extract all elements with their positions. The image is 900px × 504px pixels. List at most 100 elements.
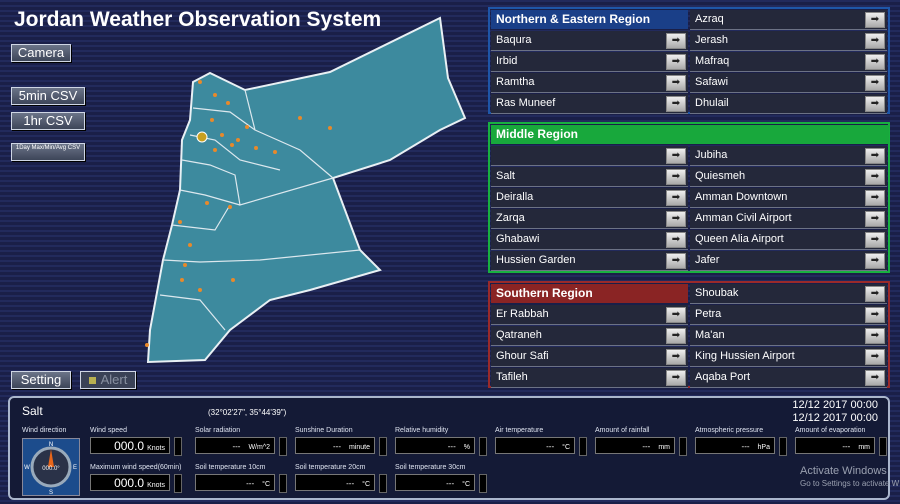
station-name: Queen Alia Airport xyxy=(695,233,784,245)
station-row[interactable]: Zarqa ➡ xyxy=(491,209,688,229)
station-row[interactable]: Hussien Garden ➡ xyxy=(491,251,688,271)
station-row[interactable]: Ghabawi ➡ xyxy=(491,230,688,250)
station-name: Qatraneh xyxy=(496,329,542,341)
field-label: Amount of evaporation xyxy=(795,427,866,434)
go-button[interactable]: ➡ xyxy=(666,33,686,49)
station-row[interactable]: Ghour Safi ➡ xyxy=(491,347,688,367)
station-row[interactable]: King Hussien Airport ➡ xyxy=(690,347,887,367)
go-button[interactable]: ➡ xyxy=(666,232,686,248)
station-name: Ghour Safi xyxy=(496,350,549,362)
go-button[interactable]: ➡ xyxy=(666,190,686,206)
station-row[interactable]: Mafraq ➡ xyxy=(690,52,887,72)
station-coords: (32°02'27", 35°44'39") xyxy=(208,408,287,417)
go-button[interactable]: ➡ xyxy=(666,169,686,185)
go-button[interactable]: ➡ xyxy=(865,169,885,185)
alert-button[interactable]: Alert xyxy=(80,371,136,389)
go-button[interactable]: ➡ xyxy=(865,148,885,164)
camera-button[interactable]: Camera xyxy=(11,44,71,62)
station-name: Petra xyxy=(695,308,722,320)
field-value-box: 000.0 Knots xyxy=(90,437,170,454)
go-button[interactable]: ➡ xyxy=(865,232,885,248)
go-button[interactable]: ➡ xyxy=(865,75,885,91)
go-button[interactable]: ➡ xyxy=(666,307,686,323)
station-row[interactable]: Deiralla ➡ xyxy=(491,188,688,208)
station-row[interactable]: Amman Downtown ➡ xyxy=(690,188,887,208)
go-button[interactable]: ➡ xyxy=(666,328,686,344)
go-button[interactable]: ➡ xyxy=(865,33,885,49)
go-button[interactable]: ➡ xyxy=(865,190,885,206)
station-row[interactable]: Petra ➡ xyxy=(690,305,887,325)
go-button[interactable]: ➡ xyxy=(666,370,686,386)
station-row[interactable]: Ma'an ➡ xyxy=(690,326,887,346)
go-button[interactable]: ➡ xyxy=(865,370,885,386)
station-name: Zarqa xyxy=(496,212,525,224)
csv-1day-button[interactable]: 1Day Max/Min/Avg CSV xyxy=(11,143,85,161)
governorate-borders xyxy=(159,89,361,331)
compass-n: N xyxy=(49,442,53,448)
go-button[interactable]: ➡ xyxy=(865,328,885,344)
watermark-title: Activate Windows xyxy=(800,465,887,477)
csv-1hr-button[interactable]: 1hr CSV xyxy=(11,112,85,130)
station-row[interactable]: Salt ➡ xyxy=(491,167,688,187)
field-value-box: --- °C xyxy=(495,437,575,454)
go-button[interactable]: ➡ xyxy=(865,12,885,28)
station-row[interactable]: Aqaba Port ➡ xyxy=(690,368,887,388)
go-button[interactable]: ➡ xyxy=(865,54,885,70)
field-label: Soil temperature 10cm xyxy=(195,464,266,471)
station-row[interactable]: Shoubak ➡ xyxy=(690,284,887,304)
station-row[interactable]: Tafileh ➡ xyxy=(491,368,688,388)
go-button[interactable]: ➡ xyxy=(666,253,686,269)
station-row[interactable]: Queen Alia Airport ➡ xyxy=(690,230,887,250)
station-row[interactable]: Quiesmeh ➡ xyxy=(690,167,887,187)
station-row[interactable]: Dhulail ➡ xyxy=(690,94,887,114)
field-unit: °C xyxy=(562,444,570,451)
station-row[interactable]: Qatraneh ➡ xyxy=(491,326,688,346)
field-value: --- xyxy=(332,442,341,451)
station-name: Dhulail xyxy=(695,97,729,109)
field-value-box: --- °C xyxy=(395,474,475,491)
csv-5min-button[interactable]: 5min CSV xyxy=(11,87,85,105)
go-button[interactable]: ➡ xyxy=(666,148,686,164)
station-row[interactable]: Ramtha ➡ xyxy=(491,73,688,93)
station-row[interactable]: Er Rabbah ➡ xyxy=(491,305,688,325)
compass-value: 000.0° xyxy=(42,466,60,472)
compass-s: S xyxy=(49,490,53,495)
station-row[interactable]: Ras Muneef ➡ xyxy=(491,94,688,114)
go-button[interactable]: ➡ xyxy=(865,307,885,323)
go-button[interactable]: ➡ xyxy=(666,211,686,227)
go-button[interactable]: ➡ xyxy=(666,75,686,91)
station-row[interactable]: Amman Civil Airport ➡ xyxy=(690,209,887,229)
go-button[interactable]: ➡ xyxy=(666,54,686,70)
station-row[interactable]: Safawi ➡ xyxy=(690,73,887,93)
station-row[interactable]: Azraq ➡ xyxy=(690,10,887,30)
station-row[interactable]: Jubiha ➡ xyxy=(690,146,887,166)
station-row[interactable]: Jerash ➡ xyxy=(690,31,887,51)
station-row[interactable]: Irbid ➡ xyxy=(491,52,688,72)
go-button[interactable]: ➡ xyxy=(865,96,885,112)
go-button[interactable]: ➡ xyxy=(865,286,885,302)
field-indicator xyxy=(279,437,287,456)
station-row[interactable]: Jafer ➡ xyxy=(690,251,887,271)
go-button[interactable]: ➡ xyxy=(666,96,686,112)
station-name: Jerash xyxy=(695,34,729,46)
field-value-box: ---% xyxy=(395,437,475,454)
station-row[interactable]: ➡ xyxy=(491,146,688,166)
field-indicator xyxy=(379,474,387,493)
station-name: Salt xyxy=(496,170,515,182)
field-label: Air temperature xyxy=(495,427,544,434)
station-name: Jafer xyxy=(695,254,720,266)
station-name: Aqaba Port xyxy=(695,371,751,383)
setting-button[interactable]: Setting xyxy=(11,371,71,389)
field-unit: hPa xyxy=(757,444,770,451)
go-button[interactable]: ➡ xyxy=(865,253,885,269)
go-button[interactable]: ➡ xyxy=(865,211,885,227)
go-button[interactable]: ➡ xyxy=(666,349,686,365)
station-name: Safawi xyxy=(695,76,729,88)
station-row[interactable]: Baqura ➡ xyxy=(491,31,688,51)
station-name: Irbid xyxy=(496,55,518,67)
field-unit: % xyxy=(463,444,470,451)
field-value: --- xyxy=(232,442,241,451)
station-name: Amman Civil Airport xyxy=(695,212,792,224)
go-button[interactable]: ➡ xyxy=(865,349,885,365)
field-value: --- xyxy=(842,442,851,451)
